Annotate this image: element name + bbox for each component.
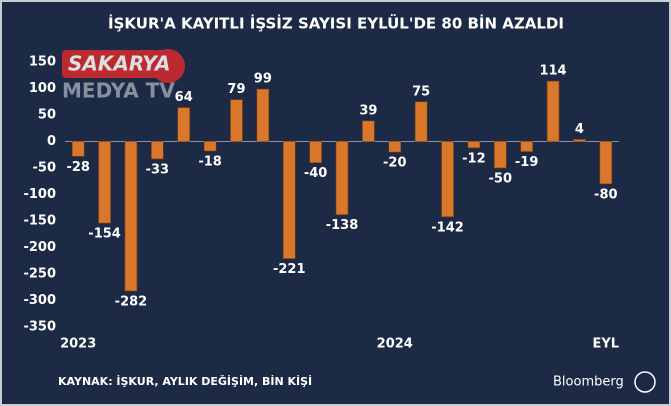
bar [546,80,560,142]
data-label: 99 [254,72,272,87]
bar [414,101,428,142]
watermark-text: MEDYA TV [62,79,175,103]
data-label: -50 [489,172,513,187]
bar [362,120,375,142]
bar [124,141,138,292]
y-tick-label: -50 [33,161,57,176]
data-label: 4 [575,122,584,137]
bar [388,141,402,153]
watermark-globe [151,49,185,83]
y-tick-label: 50 [38,108,56,123]
bar [177,107,191,142]
bar [573,139,586,142]
data-label: 39 [359,103,377,118]
data-label: -20 [383,156,407,171]
bar [493,141,507,169]
y-tick-label: -350 [23,320,56,335]
bar [520,141,533,152]
y-tick-label: -100 [23,187,56,202]
data-label: -138 [326,218,359,233]
data-label: -80 [594,187,618,202]
bar [309,141,322,164]
watermark: SAKARYA MEDYA TV [62,49,185,103]
bar [230,99,243,142]
data-label: -282 [115,294,148,309]
y-tick-label: 0 [47,134,56,149]
data-label: -28 [66,160,90,175]
y-tick-label: -200 [23,240,56,255]
bar [335,141,349,215]
bar [256,88,270,142]
bar [98,141,111,224]
brand-icon [634,371,656,393]
chart-title: İŞKUR'A KAYITLI İŞSİZ SAYISI EYLÜL'DE 80… [108,14,564,33]
data-label: -33 [146,162,170,177]
data-label: -154 [88,227,121,242]
watermark-box [62,50,172,78]
y-tick-label: -300 [23,293,56,308]
data-label: 114 [539,64,566,79]
data-label: -221 [273,262,306,277]
y-tick-label: 150 [29,55,56,70]
y-tick-label: -250 [23,267,56,282]
bar [282,141,296,259]
data-label: 75 [412,84,430,99]
bar [203,141,217,152]
brand: Bloomberg [553,375,624,390]
y-tick-label: -150 [23,214,56,229]
watermark-text: SAKARYA [68,52,170,76]
y-tick-label: 100 [29,81,56,96]
x-tick-label: 2024 [377,337,413,352]
bar [441,141,454,218]
data-label: -40 [304,166,328,181]
x-tick-label: 2023 [60,337,96,352]
bar [467,141,481,149]
bar [71,141,85,157]
data-label: -12 [462,151,486,166]
data-label: -19 [515,155,539,170]
bar [151,141,164,160]
data-label: -18 [198,155,222,170]
source-note: KAYNAK: İŞKUR, AYLIK DEĞİŞİM, BİN KİŞİ [58,374,312,388]
data-label: -142 [431,220,464,235]
data-label: 79 [227,82,245,97]
data-label: 64 [175,90,193,105]
bar [599,141,613,185]
x-tick-label: EYL [593,337,620,352]
